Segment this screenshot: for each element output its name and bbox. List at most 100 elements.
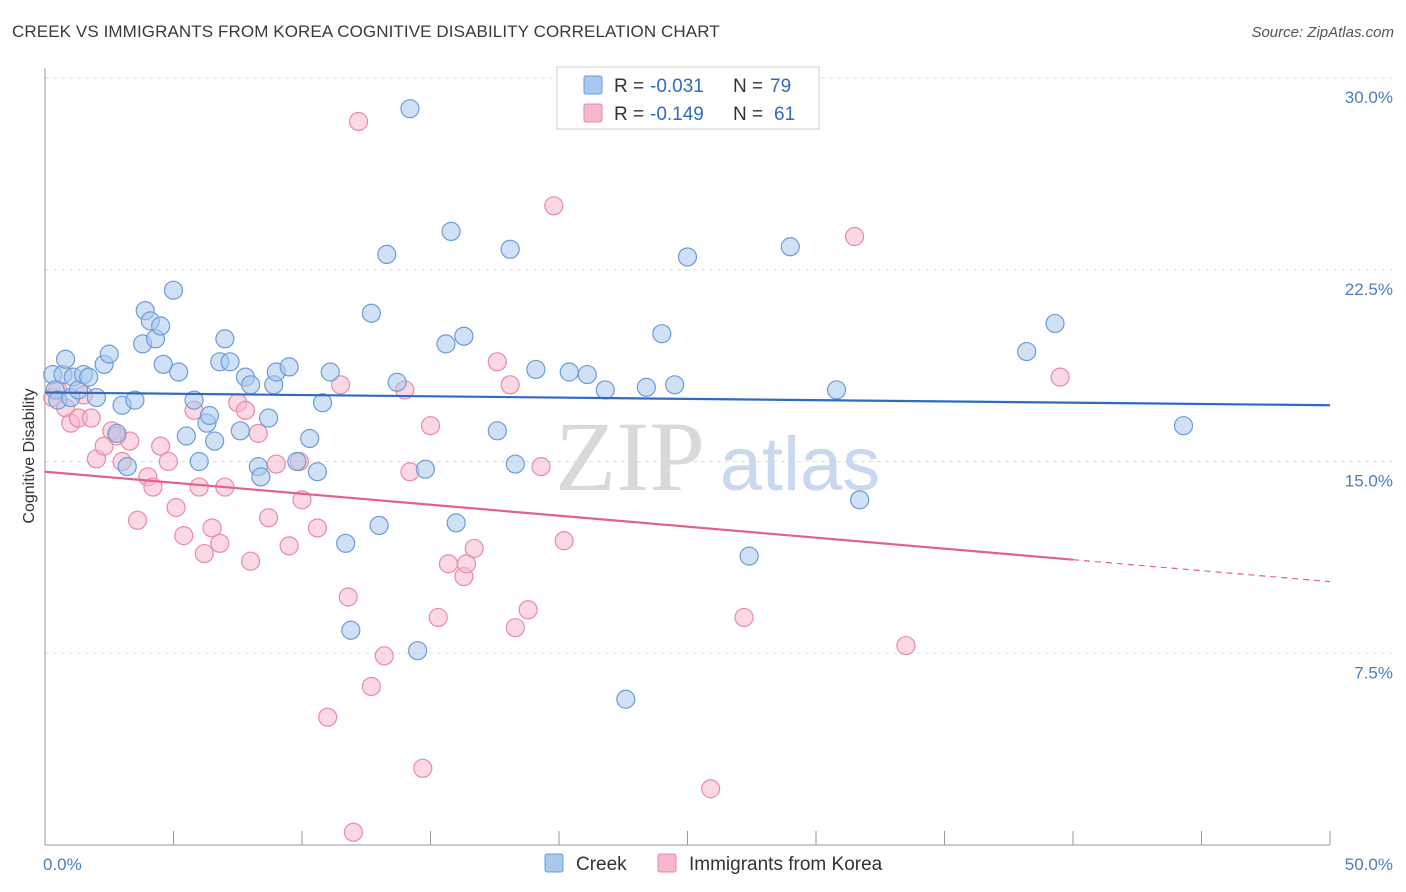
korea-point <box>248 423 268 443</box>
korea-point <box>361 676 381 697</box>
creek-point <box>312 393 333 413</box>
korea-point <box>428 607 448 628</box>
creek-point <box>616 689 636 709</box>
creek-point <box>117 457 137 477</box>
legend-r-value-creek: -0.031 <box>650 76 704 97</box>
korea-point <box>531 457 551 477</box>
y-tick-label: 22.5% <box>1345 280 1393 299</box>
korea-point <box>194 543 214 564</box>
creek-point <box>241 375 261 395</box>
creek-point <box>163 280 184 300</box>
legend-n-value-creek: 79 <box>770 76 791 97</box>
creek-points <box>43 99 1194 709</box>
korea-point <box>292 490 312 510</box>
watermark-zip: ZIP <box>555 401 705 512</box>
creek-point <box>151 316 171 336</box>
creek-point <box>441 221 461 241</box>
bottom-legend-swatch-creek <box>544 853 564 873</box>
legend-n-label-creek: N = <box>733 76 763 97</box>
creek-point <box>1173 416 1194 436</box>
korea-point <box>330 375 351 395</box>
legend-r-value-korea: -0.149 <box>650 104 704 125</box>
creek-point <box>279 357 299 377</box>
creek-point <box>850 490 870 510</box>
korea-point <box>235 400 256 420</box>
korea-point <box>143 477 163 497</box>
creek-point <box>387 372 407 392</box>
korea-point <box>554 531 574 551</box>
creek-point <box>526 359 546 380</box>
creek-point <box>577 364 597 385</box>
creek-point <box>320 362 340 382</box>
creek-point <box>251 467 271 487</box>
y-axis-label: Cognitive Disability <box>21 388 38 523</box>
korea-points <box>43 111 1070 842</box>
creek-point <box>636 377 656 397</box>
legend-swatch-creek <box>583 75 603 95</box>
korea-point <box>348 111 369 132</box>
korea-point <box>420 416 441 436</box>
y-tick-label: 30.0% <box>1345 88 1393 107</box>
bottom-legend-label-korea: Immigrants from Korea <box>689 854 883 875</box>
creek-point <box>79 367 99 387</box>
bottom-legend: Creek Immigrants from Korea <box>544 853 883 875</box>
trend-lines <box>44 391 1331 583</box>
creek-point <box>436 334 456 354</box>
korea-point <box>464 538 484 559</box>
korea-trend-line-extension <box>1072 559 1331 583</box>
creek-point <box>500 239 520 259</box>
creek-point <box>361 303 381 323</box>
creek-point <box>739 546 759 566</box>
korea-point <box>258 508 279 528</box>
creek-point <box>677 247 698 267</box>
creek-point <box>487 421 507 441</box>
creek-trend-line <box>44 391 1331 407</box>
legend-r-label-korea: R = <box>614 104 644 125</box>
legend-swatch-korea <box>583 103 603 123</box>
creek-point <box>595 380 615 400</box>
creek-point <box>189 451 209 472</box>
korea-point <box>151 436 171 456</box>
creek-point <box>125 390 145 410</box>
korea-point <box>456 554 477 574</box>
korea-point <box>279 536 299 556</box>
creek-point <box>184 390 204 410</box>
creek-point <box>153 354 173 374</box>
korea-point <box>343 822 363 842</box>
creek-point <box>230 421 250 441</box>
top-legend: R = -0.031 N = 79 R = -0.149 N = 61 <box>556 66 820 130</box>
korea-point <box>127 510 148 530</box>
x-tick-label-max: 50.0% <box>1345 855 1393 874</box>
korea-point <box>544 196 564 216</box>
creek-point <box>258 408 279 428</box>
creek-point <box>1017 341 1037 362</box>
chart-source: Source: ZipAtlas.com <box>1251 24 1394 41</box>
korea-point <box>94 436 114 456</box>
creek-point <box>199 405 220 426</box>
korea-point <box>734 607 754 628</box>
creek-point <box>415 459 435 479</box>
creek-point <box>169 362 189 382</box>
korea-point <box>174 526 194 546</box>
creek-point <box>86 387 107 408</box>
korea-point <box>500 375 520 395</box>
korea-point <box>438 554 459 574</box>
creek-point <box>99 344 119 364</box>
korea-point <box>338 587 358 607</box>
y-tick-label: 7.5% <box>1354 663 1393 682</box>
korea-point <box>1050 367 1070 387</box>
creek-point <box>1045 313 1065 334</box>
creek-point <box>446 513 466 533</box>
x-tick-label-min: 0.0% <box>43 855 82 874</box>
creek-point <box>454 326 474 346</box>
creek-point <box>307 462 328 482</box>
creek-point <box>336 533 356 553</box>
bottom-legend-swatch-korea <box>657 853 677 873</box>
watermark: ZIP atlas <box>555 401 880 512</box>
creek-point <box>377 244 397 265</box>
legend-r-label-creek: R = <box>614 76 644 97</box>
legend-n-label-korea: N = <box>733 104 763 125</box>
korea-point <box>202 518 222 538</box>
korea-point <box>896 635 916 656</box>
